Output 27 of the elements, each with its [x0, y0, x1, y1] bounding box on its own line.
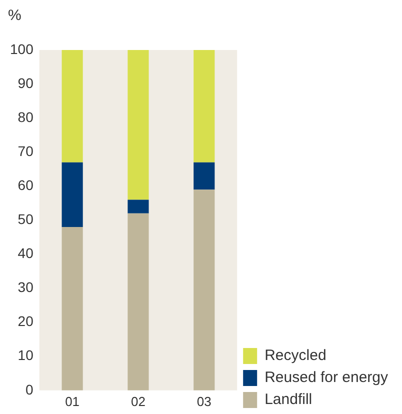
legend-label: Reused for energy — [264, 369, 388, 386]
y-tick-label: 40 — [18, 245, 34, 262]
bar — [194, 50, 215, 162]
y-tick-label: 90 — [18, 74, 34, 91]
y-tick-label: 30 — [18, 279, 34, 296]
y-axis-title: % — [8, 7, 22, 24]
y-tick-label: 50 — [18, 211, 34, 228]
y-tick-label: 100 — [10, 40, 34, 57]
y-tick-label: 80 — [18, 108, 34, 125]
x-tick-label: 03 — [196, 394, 212, 409]
x-tick-label: 02 — [130, 394, 146, 409]
bar — [194, 162, 215, 190]
bar — [62, 227, 83, 390]
bar — [128, 213, 149, 390]
y-tick-label: 0 — [26, 381, 34, 398]
bar — [62, 162, 83, 228]
legend-label: Recycled — [264, 347, 326, 364]
bar — [128, 200, 149, 214]
bar — [62, 50, 83, 162]
bar — [194, 190, 215, 390]
y-tick-label: 10 — [18, 347, 34, 364]
y-tick-label: 70 — [18, 142, 34, 159]
legend-label: Landfill — [264, 391, 312, 408]
bar — [128, 50, 149, 200]
x-tick-label: 01 — [65, 394, 80, 409]
y-tick-label: 60 — [18, 177, 34, 194]
y-tick-label: 20 — [18, 313, 34, 330]
